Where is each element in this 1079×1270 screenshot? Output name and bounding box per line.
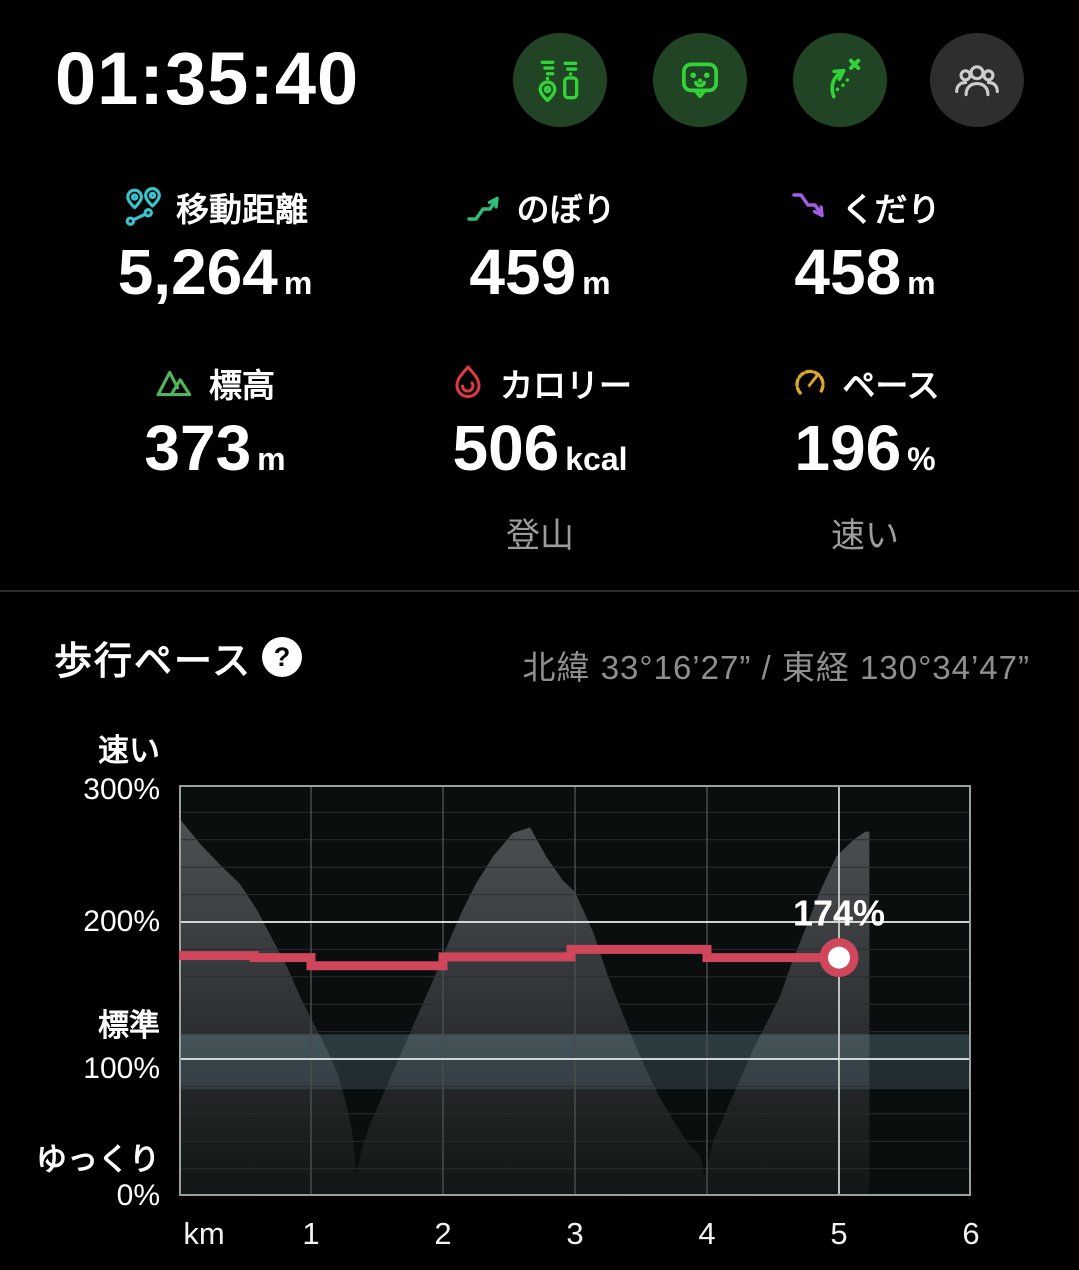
- x-axis-label: 1: [302, 1216, 320, 1251]
- x-axis-label: 4: [698, 1216, 716, 1251]
- section-divider: [0, 590, 1079, 592]
- field-memo-button[interactable]: [653, 33, 747, 127]
- elevation-area: [179, 817, 870, 1196]
- y-axis-label: 300%: [83, 773, 160, 807]
- y-axis-label: ゆっくり: [36, 1142, 160, 1178]
- flame-icon: [455, 365, 481, 398]
- stat-distance-value: 5,264 m: [117, 236, 313, 308]
- stat-pace-rating: 速い: [831, 517, 899, 555]
- stat-pace-label: ペース: [842, 367, 940, 404]
- pace-section-title: 歩行ペース: [54, 641, 253, 683]
- question-icon: ?: [273, 641, 291, 672]
- mountains-icon: [156, 370, 192, 397]
- stat-pace: ペース 196% 速い: [695, 360, 1035, 557]
- gauge-icon: [795, 369, 826, 395]
- route-branch-button[interactable]: [793, 33, 887, 127]
- gps-coordinates: 北緯 33°16’27” / 東経 130°34’47”: [522, 649, 1030, 686]
- stat-descent-value: 458 m: [794, 236, 936, 308]
- stat-pace-value: 196%: [794, 412, 936, 484]
- route-pins-icon: [125, 187, 161, 226]
- group-members-button[interactable]: [930, 33, 1024, 127]
- stat-ascent-value: 459 m: [469, 236, 611, 308]
- x-axis-label: 2: [434, 1216, 452, 1251]
- location-sharing-button[interactable]: [513, 33, 607, 127]
- x-axis-label: 3: [566, 1216, 584, 1251]
- stat-calories-mode: 登山: [506, 517, 574, 555]
- pace-endpoint-dot: [828, 946, 850, 969]
- stat-calories: カロリー 506 kcal 登山: [370, 360, 710, 557]
- help-button[interactable]: ?: [262, 637, 302, 677]
- field-memo-icon: [681, 62, 719, 99]
- route-branch-icon: [830, 58, 861, 99]
- stat-elevation-value: 373 m: [144, 412, 286, 484]
- stat-distance-label: 移動距離: [176, 191, 308, 228]
- y-axis-label: 標準: [98, 1008, 160, 1044]
- location-sharing-icon: [538, 60, 579, 102]
- stat-ascent-label: のぼり: [516, 191, 616, 228]
- y-axis-label: 200%: [83, 905, 160, 938]
- stat-descent: くだり 458 m: [695, 184, 1035, 304]
- stat-distance: 移動距離 5,264 m: [45, 184, 385, 304]
- group-members-icon: [955, 65, 999, 97]
- stat-calories-value: 506 kcal: [452, 412, 628, 484]
- y-axis-label: 100%: [83, 1051, 160, 1085]
- pace-endpoint-label: 174%: [793, 893, 885, 934]
- stat-elevation: 標高 373 m: [45, 360, 385, 480]
- x-axis-label: 5: [830, 1216, 848, 1251]
- stat-calories-label: カロリー: [500, 367, 632, 404]
- stat-elevation-label: 標高: [209, 367, 275, 404]
- x-axis-label: 6: [962, 1216, 980, 1251]
- y-axis-label: 速い: [98, 732, 160, 768]
- stat-descent-label: くだり: [841, 191, 941, 228]
- stat-ascent: のぼり 459 m: [370, 184, 710, 304]
- activity-timer: 01:35:40: [55, 37, 360, 120]
- ascent-icon: [466, 196, 499, 221]
- x-axis-label: km: [183, 1216, 225, 1251]
- y-axis-label: 0%: [116, 1179, 160, 1212]
- pace-chart[interactable]: 174%: [179, 785, 971, 1196]
- descent-icon: [791, 193, 824, 218]
- pace-line: [179, 944, 839, 971]
